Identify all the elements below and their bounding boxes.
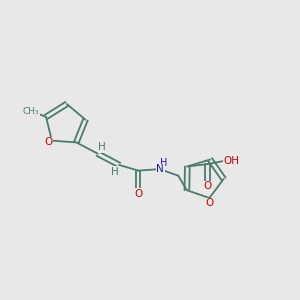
- Text: O: O: [44, 137, 52, 148]
- Text: CH₃: CH₃: [22, 106, 39, 116]
- Text: O: O: [203, 181, 212, 191]
- Text: O: O: [134, 189, 142, 199]
- Text: H: H: [111, 167, 119, 176]
- Text: H: H: [160, 158, 167, 168]
- Text: OH: OH: [223, 156, 239, 166]
- Text: N: N: [157, 164, 164, 174]
- Text: H: H: [98, 142, 106, 152]
- Text: O: O: [206, 198, 214, 208]
